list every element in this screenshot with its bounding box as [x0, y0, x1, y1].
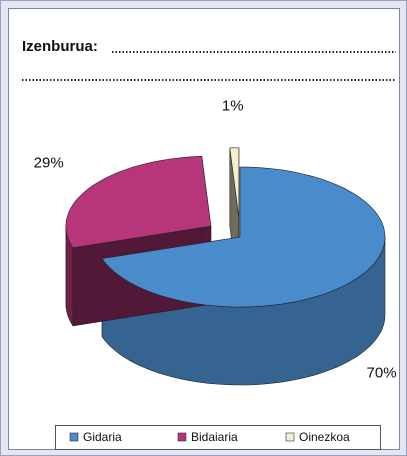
- legend: [55, 425, 381, 450]
- slice: [101, 166, 386, 308]
- data-label: 1%: [222, 97, 244, 114]
- chart-title: Izenburua:: [22, 38, 98, 55]
- legend-swatch: [69, 432, 79, 442]
- data-label: 29%: [34, 154, 64, 171]
- legend-label: Oinezkoa: [299, 430, 350, 444]
- pie: [65, 147, 386, 386]
- data-label: 70%: [367, 365, 397, 382]
- slice: [65, 155, 212, 249]
- legend-swatch: [285, 432, 295, 442]
- legend-label: Gidaria: [83, 430, 122, 444]
- legend-label: Bidaiaria: [191, 430, 238, 444]
- legend-swatch: [177, 432, 187, 442]
- slice: [229, 147, 240, 218]
